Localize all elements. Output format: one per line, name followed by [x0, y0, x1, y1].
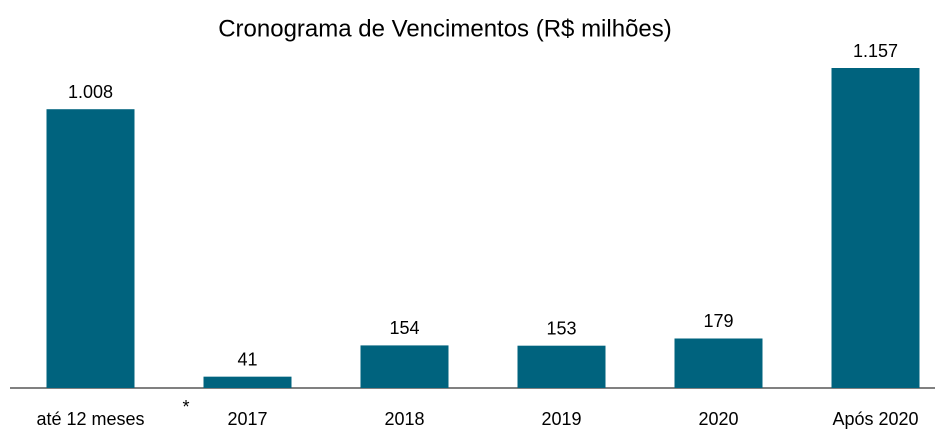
value-label: 41: [237, 349, 257, 369]
bar: [360, 345, 449, 388]
value-label: 1.157: [853, 41, 898, 61]
chart-title: Cronograma de Vencimentos (R$ milhões): [218, 15, 672, 42]
value-label: 1.008: [68, 82, 113, 102]
value-label: 179: [703, 311, 733, 331]
bar: [831, 68, 920, 388]
bar: [674, 338, 763, 388]
bar: [517, 345, 606, 388]
footnote-marker: *: [182, 397, 189, 417]
x-tick-label: 2018: [384, 409, 424, 429]
x-tick-label: até 12 meses: [36, 409, 144, 429]
value-label: 154: [389, 318, 419, 338]
x-tick-label: 2020: [698, 409, 738, 429]
value-label: 153: [546, 318, 576, 338]
x-tick-label: 2019: [541, 409, 581, 429]
x-tick-label: Após 2020: [832, 409, 918, 429]
bar: [203, 376, 292, 388]
bar: [46, 109, 135, 389]
x-tick-label: 2017: [227, 409, 267, 429]
